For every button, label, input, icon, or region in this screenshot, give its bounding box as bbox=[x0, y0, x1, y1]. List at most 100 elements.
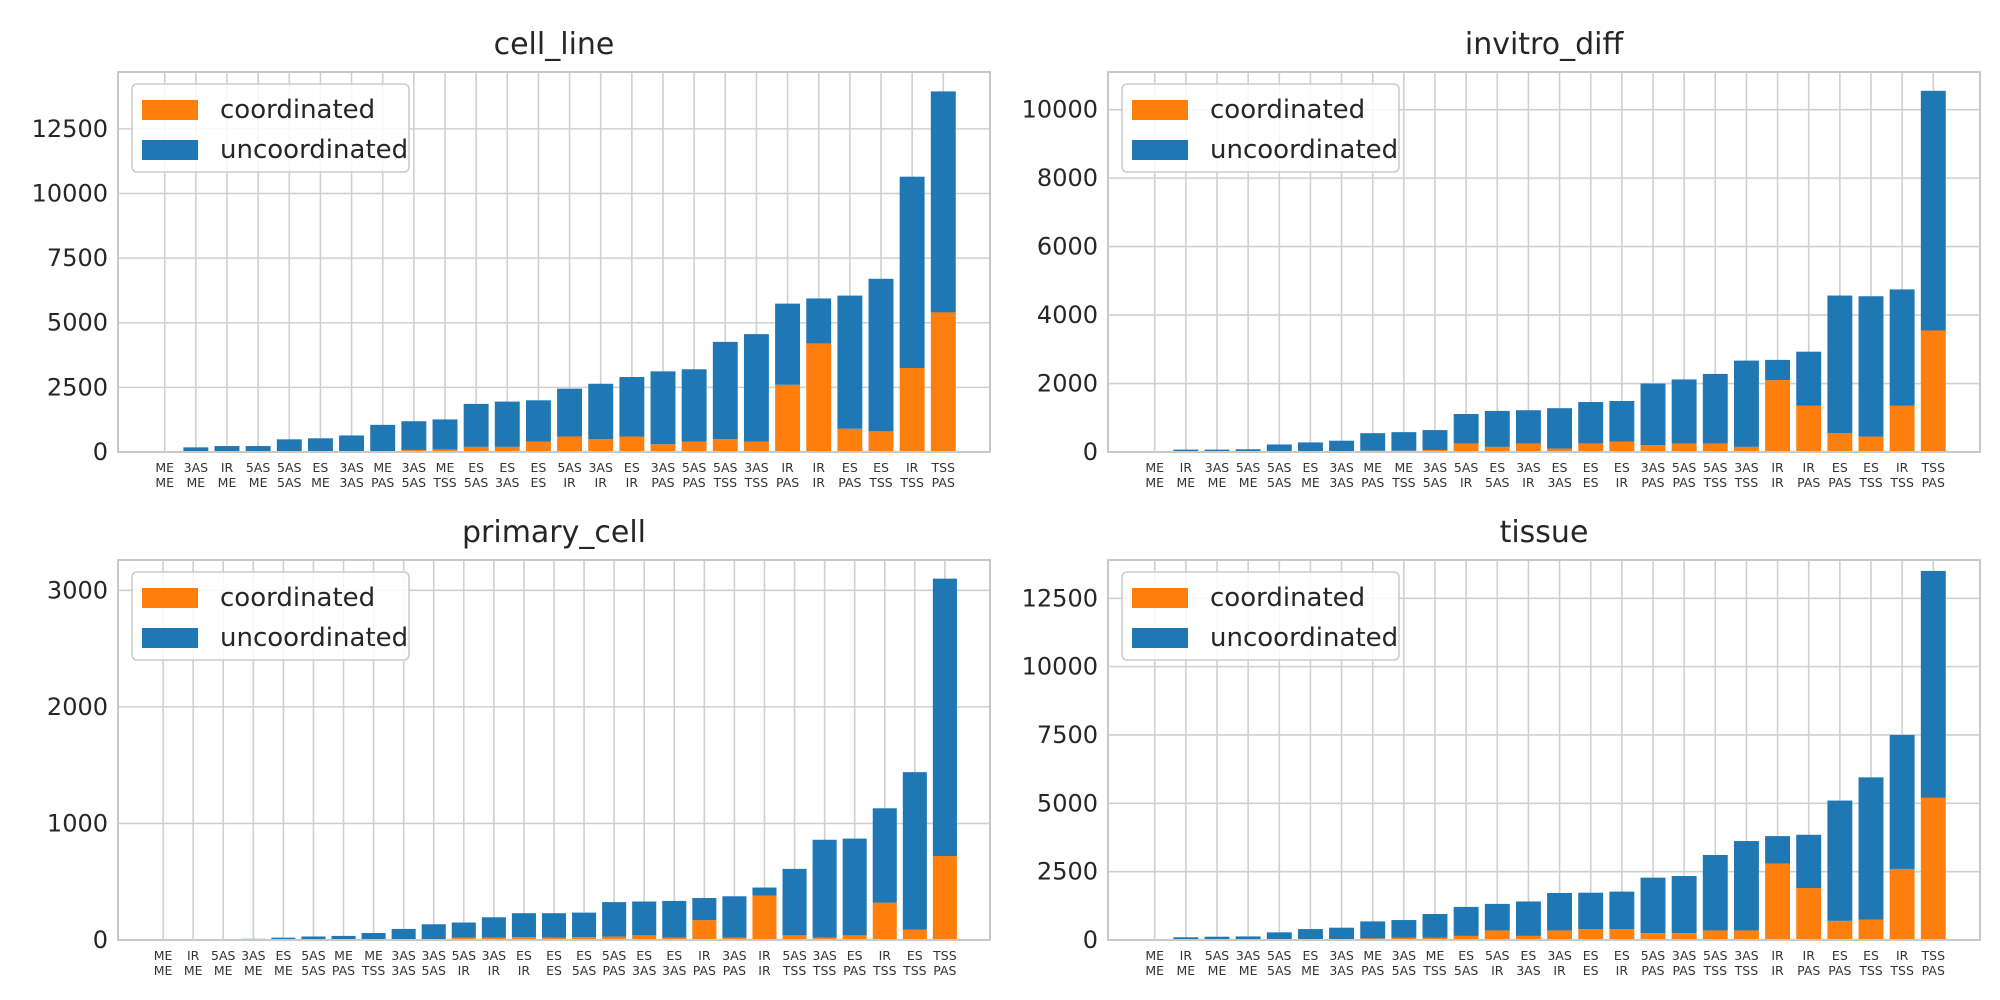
bar-uncoordinated bbox=[1796, 351, 1822, 406]
bar-coordinated bbox=[837, 428, 863, 452]
x-tick-line: ES bbox=[1583, 460, 1599, 475]
bar-coordinated bbox=[632, 935, 657, 940]
x-tick-line: TSS bbox=[1858, 475, 1883, 490]
bar-uncoordinated bbox=[1889, 734, 1915, 869]
x-tick-label: ME TSS bbox=[432, 460, 457, 490]
bar-uncoordinated bbox=[837, 295, 863, 429]
bar-coordinated bbox=[1609, 441, 1635, 452]
x-tick-line: 5AS bbox=[452, 948, 477, 963]
bar-uncoordinated bbox=[632, 901, 657, 936]
bar-uncoordinated bbox=[1796, 834, 1822, 889]
x-tick-label: 5AS ME bbox=[246, 460, 271, 490]
x-tick-line: 5AS bbox=[1672, 460, 1697, 475]
chart-title: tissue bbox=[1500, 515, 1589, 550]
bar-uncoordinated bbox=[432, 419, 458, 450]
bar-uncoordinated bbox=[662, 900, 687, 938]
bar-coordinated bbox=[588, 439, 614, 452]
x-tick-line: 5AS bbox=[1205, 948, 1230, 963]
x-tick-line: IR bbox=[563, 475, 576, 490]
bar-coordinated bbox=[1733, 446, 1759, 452]
x-tick-line: ES bbox=[1583, 475, 1599, 490]
x-tick-line: 3AS bbox=[402, 460, 427, 475]
bar-uncoordinated bbox=[1702, 854, 1728, 931]
y-tick-label: 10000 bbox=[1022, 96, 1098, 124]
x-tick-line: 3AS bbox=[1205, 460, 1230, 475]
x-tick-line: ME bbox=[218, 475, 237, 490]
bar-coordinated bbox=[1827, 920, 1853, 940]
x-tick-label: 5AS IR bbox=[452, 948, 477, 978]
x-tick-label: 3AS ME bbox=[1205, 460, 1230, 490]
x-tick-label: ES 3AS bbox=[495, 460, 520, 490]
x-tick-label: ES IR bbox=[1614, 948, 1630, 978]
bar-uncoordinated bbox=[1422, 914, 1448, 938]
x-tick-label: ME PAS bbox=[1361, 460, 1384, 490]
x-tick-label: IR PAS bbox=[1797, 460, 1820, 490]
x-tick-line: PAS bbox=[651, 475, 674, 490]
x-tick-label: ES 3AS bbox=[1516, 948, 1541, 978]
x-tick-line: ES bbox=[666, 948, 682, 963]
x-tick-label: ME PAS bbox=[1361, 948, 1384, 978]
bar-uncoordinated bbox=[1765, 836, 1791, 864]
x-tick-line: 3AS bbox=[1734, 460, 1759, 475]
x-tick-line: ME bbox=[274, 963, 293, 978]
x-tick-line: PAS bbox=[1828, 963, 1851, 978]
x-tick-line: IR bbox=[813, 460, 826, 475]
x-tick-line: IR bbox=[781, 460, 794, 475]
legend-label-coordinated: coordinated bbox=[1210, 583, 1365, 613]
x-tick-line: ME bbox=[1301, 963, 1320, 978]
bar-uncoordinated bbox=[1547, 892, 1573, 931]
x-tick-label: ES 5AS bbox=[1485, 460, 1510, 490]
x-tick-label: ES 5AS bbox=[1454, 948, 1479, 978]
legend-swatch-coordinated bbox=[1132, 100, 1188, 120]
bar-coordinated bbox=[812, 937, 837, 940]
legend: coordinated uncoordinated bbox=[131, 83, 410, 173]
x-tick-line: PAS bbox=[1922, 475, 1945, 490]
x-tick-label: 3AS PAS bbox=[1672, 948, 1697, 978]
y-tick-label: 5000 bbox=[47, 309, 108, 337]
bar-coordinated bbox=[1858, 436, 1884, 452]
x-tick-line: TSS bbox=[1889, 475, 1914, 490]
legend-label-uncoordinated: uncoordinated bbox=[220, 135, 408, 165]
x-tick-line: IR bbox=[1803, 948, 1816, 963]
bar-uncoordinated bbox=[214, 446, 240, 452]
x-tick-line: PAS bbox=[1797, 963, 1820, 978]
x-tick-line: ES bbox=[624, 460, 640, 475]
x-tick-line: PAS bbox=[1828, 475, 1851, 490]
x-tick-line: 5AS bbox=[246, 460, 271, 475]
x-tick-label: 3AS 3AS bbox=[1329, 948, 1354, 978]
legend-swatch-coordinated bbox=[142, 588, 198, 608]
x-tick-label: 3AS IR bbox=[1547, 948, 1572, 978]
x-tick-line: 3AS bbox=[1547, 948, 1572, 963]
x-tick-label: IR IR bbox=[1771, 460, 1784, 490]
x-tick-label: 5AS 5AS bbox=[1267, 460, 1292, 490]
bar-uncoordinated bbox=[752, 887, 777, 896]
x-tick-label: ES ES bbox=[531, 460, 547, 490]
bar-coordinated bbox=[1578, 443, 1604, 452]
bar-uncoordinated bbox=[1391, 920, 1417, 938]
bar-coordinated bbox=[463, 446, 489, 452]
bar-coordinated bbox=[902, 929, 927, 940]
plot-frame bbox=[117, 71, 991, 453]
bar-uncoordinated bbox=[494, 401, 520, 447]
x-tick-line: PAS bbox=[1922, 963, 1945, 978]
x-tick-label: IR ME bbox=[218, 460, 237, 490]
x-tick-line: PAS bbox=[371, 475, 394, 490]
y-tick-label: 0 bbox=[1083, 926, 1098, 954]
x-tick-line: ME bbox=[155, 460, 174, 475]
x-tick-label: 5AS ME bbox=[1205, 948, 1230, 978]
x-tick-label: 3AS PAS bbox=[722, 948, 747, 978]
x-tick-line: 3AS bbox=[588, 460, 613, 475]
bar-coordinated bbox=[722, 937, 747, 940]
bar-uncoordinated bbox=[1484, 903, 1510, 931]
bar-uncoordinated bbox=[1297, 442, 1323, 452]
bar-coordinated bbox=[1515, 935, 1541, 940]
bar-uncoordinated bbox=[1515, 901, 1541, 936]
x-tick-label: 5AS TSS bbox=[1703, 948, 1728, 978]
x-tick-line: ES bbox=[516, 948, 532, 963]
x-tick-line: TSS bbox=[1921, 460, 1946, 475]
x-tick-line: IR bbox=[1771, 475, 1784, 490]
x-tick-line: 5AS bbox=[1454, 963, 1479, 978]
x-tick-line: 3AS bbox=[482, 948, 507, 963]
bar-uncoordinated bbox=[782, 868, 807, 936]
x-tick-line: IR bbox=[758, 948, 771, 963]
